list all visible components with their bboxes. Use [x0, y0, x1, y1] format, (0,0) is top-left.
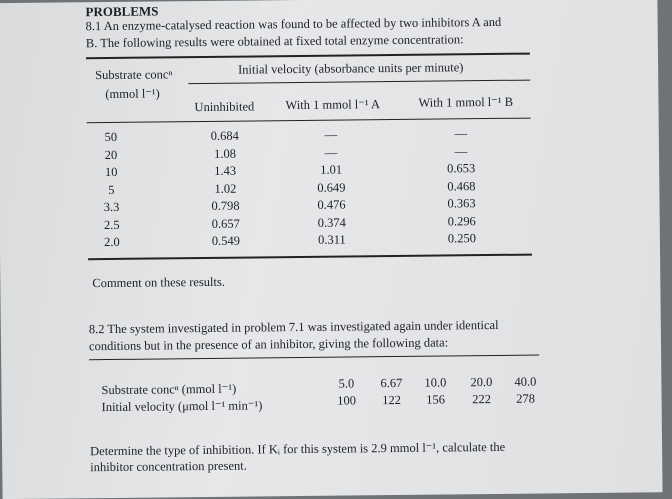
table-body: 50 0.684 — — 20 1.08 — — 10 1.43 1.01 0.653 5 1.02 0.6… [0, 0, 657, 249]
text-line: conditions but in the presence of an inh… [88, 335, 449, 354]
rule [85, 52, 530, 60]
table-cell: 222 [472, 392, 492, 407]
table-cell: 0.250 [447, 231, 477, 246]
table-cell: 0.374 [317, 215, 346, 230]
text-line: inhibitor concentration present. [90, 458, 247, 475]
table-cell: 0.653 [447, 161, 476, 176]
table-cell: 2.0 [104, 234, 120, 250]
table-cell: 0.684 [210, 128, 239, 143]
table-cell: 0.311 [317, 232, 346, 247]
column-header: (mmol l⁻¹) [105, 86, 160, 102]
column-group-header: Initial velocity (absorbance units per m… [238, 60, 464, 77]
table-cell: 0.657 [211, 216, 240, 231]
text-line: Determine the type of inhibition. If Kᵢ … [90, 439, 506, 459]
column-header: Uninhibited [194, 99, 255, 115]
table-cell: 1.02 [214, 181, 237, 196]
text-line: 8.2 The system investigated in problem 7… [88, 317, 499, 337]
table-cell: 5.0 [338, 376, 355, 391]
table-cell: 0.649 [317, 180, 346, 195]
table-cell: 100 [337, 393, 357, 408]
text-line: 8.1 An enzyme-catalysed reaction was fou… [85, 14, 502, 34]
column-header: Substrate concⁿ [95, 67, 173, 83]
rule [88, 253, 533, 261]
table-cell: 122 [382, 392, 402, 408]
column-header: With 1 mmol l⁻¹ B [418, 94, 514, 110]
column-header: With 1 mmol l⁻¹ A [285, 97, 381, 113]
data-table: Substrate concⁿ (mmol l⁻¹) 5.0 6.67 10.0 20.… [0, 0, 657, 415]
table-cell: 1.01 [320, 162, 343, 177]
table-cell: 50 [104, 129, 118, 145]
table-cell: — [454, 126, 468, 141]
table-cell: 0.296 [447, 213, 476, 228]
table-cell: 5 [108, 182, 115, 197]
table-cell: 278 [516, 391, 536, 406]
table-cell: 10 [104, 164, 118, 180]
row-label: Substrate concⁿ (mmol l⁻¹) [101, 381, 237, 398]
table-cell: — [324, 145, 338, 160]
rule [89, 354, 540, 361]
table-cell: 2.5 [103, 217, 120, 232]
table-cell: 1.43 [214, 163, 237, 178]
table-cell: 0.363 [447, 196, 476, 211]
table-cell: 20 [104, 147, 118, 162]
table-cell: 6.67 [380, 375, 403, 391]
text-line: B. The following results were obtained a… [85, 32, 464, 51]
row-label: Initial velocity (μmol l⁻¹ min⁻¹) [101, 398, 263, 415]
table-cell: 20.0 [470, 374, 493, 390]
table-cell: 0.549 [211, 233, 241, 248]
table-cell: 0.468 [447, 178, 476, 193]
table-cell: 3.3 [103, 199, 120, 215]
table-cell: 10.0 [424, 375, 447, 390]
table-cell: — [454, 143, 468, 158]
text-line: Comment on these results. [92, 274, 226, 291]
table-cell: 0.798 [211, 198, 240, 213]
table-cell: 40.0 [514, 374, 537, 389]
table-cell: 1.08 [213, 146, 236, 161]
table-cell: — [324, 127, 338, 142]
table-cell: 156 [426, 392, 446, 407]
rule [86, 117, 531, 124]
rule [188, 79, 531, 85]
table-cell: 0.476 [317, 197, 346, 212]
